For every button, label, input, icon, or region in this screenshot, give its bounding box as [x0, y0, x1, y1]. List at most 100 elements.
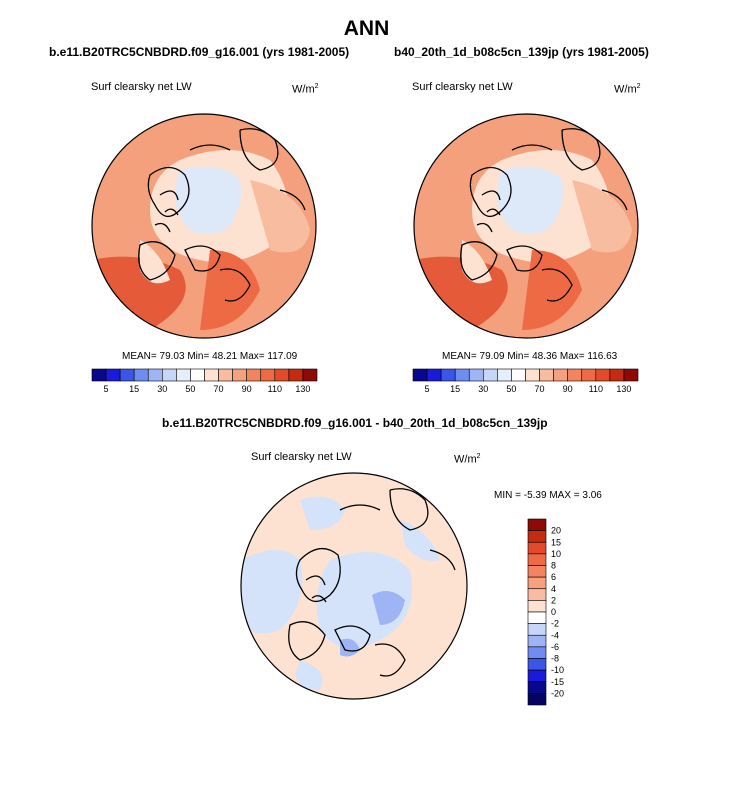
- difference-colorbar-swatch: [527, 681, 547, 694]
- difference-colorbar-tick-label: -8: [551, 654, 559, 664]
- panel2-polar-map: [414, 114, 638, 338]
- panel2-colorbar-swatch: [609, 368, 625, 382]
- panel2-colorbar-swatch: [412, 368, 428, 382]
- panel1-colorbar-swatch: [232, 368, 247, 382]
- panel2-map-border: [413, 113, 639, 339]
- panel1-colorbar-tick-label: 30: [157, 384, 167, 394]
- difference-colorbar-swatch: [527, 693, 547, 706]
- difference-colorbar-swatch: [527, 576, 547, 590]
- panel2-max-value: 116.63: [587, 351, 618, 362]
- panel1-colorbar-swatch: [147, 368, 163, 382]
- panel2-colorbar-swatch: [567, 368, 583, 382]
- panel1-colorbar-swatch: [133, 368, 149, 382]
- panel2-case-title: b40_20th_1d_b08c5cn_139jp (yrs 1981-2005…: [394, 45, 649, 59]
- panel1-colorbar-tick-label: 5: [104, 384, 109, 394]
- panel2-colorbar-swatch: [581, 368, 597, 382]
- difference-colorbar-swatch: [527, 658, 547, 671]
- panel1-colorbar-swatch: [260, 368, 276, 382]
- panel1-units-label: W/m2: [292, 83, 319, 96]
- panel2-colorbar: 5 15 30 50 70 90 110 130: [412, 368, 639, 394]
- panel1-colorbar-swatch: [288, 368, 304, 382]
- panel2-max-label: Max=: [559, 351, 585, 362]
- difference-colorbar-tick-label: 2: [551, 595, 556, 605]
- difference-colorbar-tick-label: 8: [551, 561, 556, 571]
- panel1-colorbar-swatch: [218, 368, 233, 382]
- panel1-case-title: b.e11.B20TRC5CNBDRD.f09_g16.001 (yrs 198…: [49, 45, 350, 59]
- difference-colorbar-swatch: [527, 541, 547, 555]
- difference-colorbar-swatch: [527, 530, 547, 543]
- difference-colorbar-swatch: [527, 565, 547, 578]
- panel1-min-value: 48.21: [212, 351, 238, 362]
- panel1-colorbar-tick-label: 70: [214, 384, 224, 394]
- panel2-colorbar-tick-label: 5: [425, 384, 430, 394]
- panel2-mean-label: MEAN=: [442, 351, 477, 362]
- panel2-coastlines: [460, 128, 628, 302]
- panel2-colorbar-swatch: [483, 368, 498, 382]
- panel1-colorbar-swatch: [91, 368, 107, 382]
- panel2-colorbar-swatch: [595, 368, 611, 382]
- panel1-polar-map: [92, 114, 316, 338]
- difference-units-label: W/m2: [454, 453, 481, 466]
- panel1-colorbar: 5 15 30 50 70 90 110 130: [91, 368, 318, 394]
- difference-coastlines: [288, 488, 456, 677]
- difference-colorbar-tick-label: -15: [551, 677, 564, 687]
- difference-colorbar-tick-label: 6: [551, 572, 556, 582]
- panel1-variable-label: Surf clearsky net LW: [91, 81, 192, 93]
- panel2-colorbar-tick-label: 90: [563, 384, 573, 394]
- difference-variable-label: Surf clearsky net LW: [251, 451, 352, 463]
- difference-title: b.e11.B20TRC5CNBDRD.f09_g16.001 - b40_20…: [162, 416, 548, 430]
- difference-min-label: MIN =: [494, 490, 521, 501]
- difference-max-value: 3.06: [582, 490, 602, 501]
- panel1-max-label: Max=: [239, 351, 265, 362]
- panel1-map-border: [91, 113, 317, 339]
- difference-colorbar-swatch: [527, 611, 547, 624]
- panel2-colorbar-swatch: [623, 368, 639, 382]
- difference-colorbar-tick-label: -10: [551, 665, 564, 675]
- panel1-colorbar-swatch: [176, 368, 191, 382]
- difference-colorbar-swatch: [527, 518, 547, 531]
- panel2-units-label: W/m2: [614, 83, 641, 96]
- difference-max-label: MAX =: [549, 490, 580, 501]
- difference-colorbar-tick-label: 10: [551, 549, 561, 559]
- difference-colorbar-swatch: [527, 634, 547, 648]
- panel2-colorbar-tick-label: 110: [589, 384, 603, 394]
- panel1-colorbar-tick-label: 130: [295, 384, 310, 394]
- difference-map-border: [240, 472, 468, 700]
- panel2-colorbar-swatch: [553, 368, 568, 382]
- difference-min-value: -5.39: [523, 490, 547, 501]
- difference-colorbar-tick-label: 15: [551, 537, 561, 547]
- panel2-mean-value: 79.09: [479, 351, 505, 362]
- panel1-colorbar-swatch: [119, 368, 135, 382]
- panel2-colorbar-tick-label: 70: [535, 384, 545, 394]
- difference-colorbar-swatch: [527, 623, 547, 636]
- panel1-min-label: Min=: [187, 351, 210, 362]
- panel1-mean-label: MEAN=: [122, 351, 157, 362]
- panel1-stats: MEAN= 79.03 Min= 48.21 Max= 117.09: [122, 351, 297, 362]
- panel2-colorbar-swatch: [511, 368, 526, 382]
- panel2-min-value: 48.36: [532, 351, 558, 362]
- difference-colorbar-swatch: [527, 669, 547, 683]
- panel2-colorbar-swatch: [468, 368, 484, 382]
- panel2-variable-label: Surf clearsky net LW: [412, 81, 513, 93]
- panel2-colorbar-swatch: [539, 368, 554, 382]
- panel1-colorbar-tick-label: 110: [268, 384, 282, 394]
- difference-polar-map: [241, 473, 467, 699]
- panel2-colorbar-swatch: [440, 368, 456, 382]
- panel1-coastlines: [138, 128, 306, 302]
- difference-colorbar-tick-label: -6: [551, 642, 559, 652]
- difference-colorbar-tick-label: 0: [551, 607, 556, 617]
- difference-colorbar-swatch: [527, 600, 547, 613]
- difference-colorbar-swatch: [527, 588, 547, 601]
- panel1-colorbar-tick-label: 15: [129, 384, 139, 394]
- panel1-colorbar-swatch: [274, 368, 290, 382]
- difference-colorbar-swatch: [527, 646, 547, 659]
- difference-colorbar-tick-label: -2: [551, 619, 559, 629]
- difference-stats: MIN = -5.39 MAX = 3.06: [494, 490, 602, 501]
- panel1-colorbar-swatch: [204, 368, 219, 382]
- panel2-colorbar-tick-label: 50: [506, 384, 516, 394]
- difference-colorbar-tick-label: -4: [551, 630, 559, 640]
- difference-colorbar-tick-label: 20: [551, 526, 561, 536]
- panel1-mean-value: 79.03: [159, 351, 185, 362]
- panel2-colorbar-tick-label: 15: [450, 384, 460, 394]
